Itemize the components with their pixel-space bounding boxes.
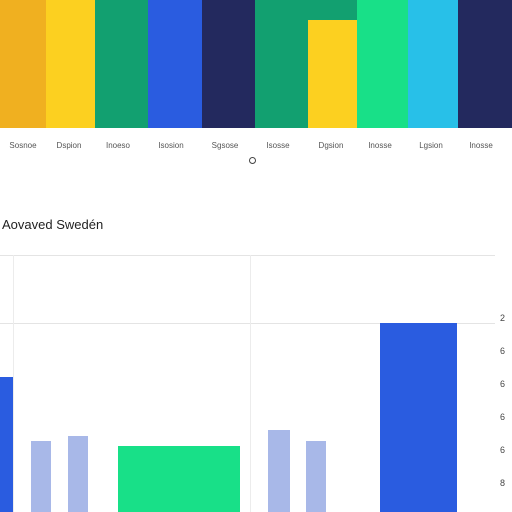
tick-label: 6 xyxy=(500,379,506,389)
column-label: Inosse xyxy=(469,141,493,150)
column-label: Isosse xyxy=(266,141,290,150)
bar xyxy=(268,430,290,512)
bar xyxy=(118,446,240,512)
color-column xyxy=(148,0,202,128)
tick-label: 8 xyxy=(500,478,506,488)
color-column xyxy=(357,0,408,128)
panel-title: Aovaved Swedén xyxy=(2,217,104,232)
column-label: Inosse xyxy=(368,141,392,150)
column-label: Sgsose xyxy=(211,141,239,150)
color-column xyxy=(202,0,255,128)
color-column xyxy=(0,0,46,128)
bar xyxy=(306,441,326,512)
color-column xyxy=(308,0,357,128)
bottom-panel: Aovaved Swedén 2 6 6 6 6 8 xyxy=(0,200,512,512)
column-label: Dspion xyxy=(56,141,82,150)
grid-line xyxy=(0,255,495,256)
column-label: Inoeso xyxy=(105,141,131,150)
color-column xyxy=(458,0,512,128)
bar xyxy=(0,377,13,512)
tick-label: 6 xyxy=(500,346,506,356)
column-label: Lgsion xyxy=(419,141,443,150)
color-column xyxy=(408,0,458,128)
bar xyxy=(68,436,88,512)
color-column xyxy=(255,0,308,128)
bar xyxy=(31,441,51,512)
indicator-dot xyxy=(249,157,256,164)
tick-label: 6 xyxy=(500,412,506,422)
grid-line xyxy=(250,255,251,512)
column-label: Sosnoe xyxy=(9,141,37,150)
grid-line xyxy=(13,255,14,512)
color-column xyxy=(46,0,95,128)
top-panel: Sosnoe Dspion Inoeso Isosion Sgsose Isosse Dgs… xyxy=(0,0,512,170)
bar xyxy=(380,323,457,512)
column-label: Dgsion xyxy=(318,141,344,150)
color-column xyxy=(95,0,148,128)
tick-label: 6 xyxy=(500,445,506,455)
tick-label: 2 xyxy=(500,313,506,323)
column-label: Isosion xyxy=(158,141,184,150)
grid-line xyxy=(0,323,495,324)
